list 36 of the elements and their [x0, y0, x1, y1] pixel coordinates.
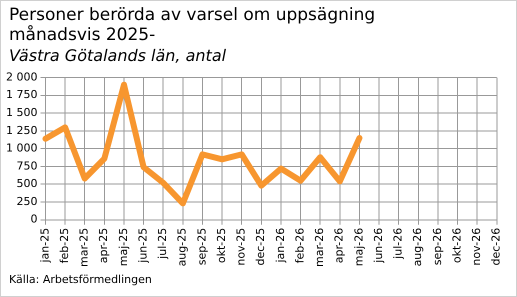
- x-tick-label: maj-25: [116, 228, 130, 266]
- x-tick-label: sep-25: [195, 228, 208, 266]
- y-tick-label: 2 000: [6, 70, 38, 84]
- x-tick-label: jul-26: [392, 228, 405, 260]
- x-tick-label: maj-26: [352, 228, 366, 266]
- x-tick-label: feb-25: [58, 228, 71, 264]
- y-tick-label: 1 500: [6, 106, 38, 119]
- x-tick-label: nov-26: [470, 228, 484, 266]
- y-tick-label: 500: [16, 177, 38, 190]
- x-tick-label: aug-25: [176, 228, 189, 266]
- x-tick-label: aug-26: [411, 228, 424, 266]
- x-tick-label: feb-26: [293, 228, 306, 264]
- x-tick-label: apr-25: [97, 228, 110, 264]
- x-tick-label: okt-25: [214, 228, 228, 264]
- y-tick-label: 0: [30, 212, 38, 226]
- x-tick-label: mar-26: [313, 228, 326, 268]
- y-tick-label: 1 750: [6, 88, 38, 102]
- y-tick-label: 750: [16, 159, 38, 172]
- x-tick-label: jun-25: [136, 228, 150, 264]
- x-tick-label: apr-26: [332, 228, 346, 264]
- x-tick-label: jun-26: [372, 228, 385, 264]
- text: Källa: Arbetsförmedlingen: [9, 273, 152, 286]
- x-tick-label: dec-25: [254, 228, 268, 266]
- y-tick-label: 1 000: [6, 142, 38, 155]
- x-tick-label: sep-26: [430, 228, 444, 266]
- x-tick-label: dec-26: [490, 228, 503, 266]
- x-tick-label: jul-25: [156, 228, 170, 260]
- y-tick-label: 250: [16, 194, 38, 208]
- chart-subtitle: Västra Götalands län, antal: [9, 46, 226, 65]
- x-tick-label: jan-26: [274, 228, 287, 264]
- x-tick-label: jan-25: [38, 228, 52, 264]
- x-tick-label: okt-26: [450, 228, 464, 264]
- x-tick-label: nov-25: [234, 228, 248, 266]
- y-tick-label: 1 250: [6, 124, 38, 137]
- x-tick-label: mar-25: [78, 228, 91, 268]
- chart-title: Personer berörda av varsel om uppsägning månadsvis 2025-: [9, 5, 376, 45]
